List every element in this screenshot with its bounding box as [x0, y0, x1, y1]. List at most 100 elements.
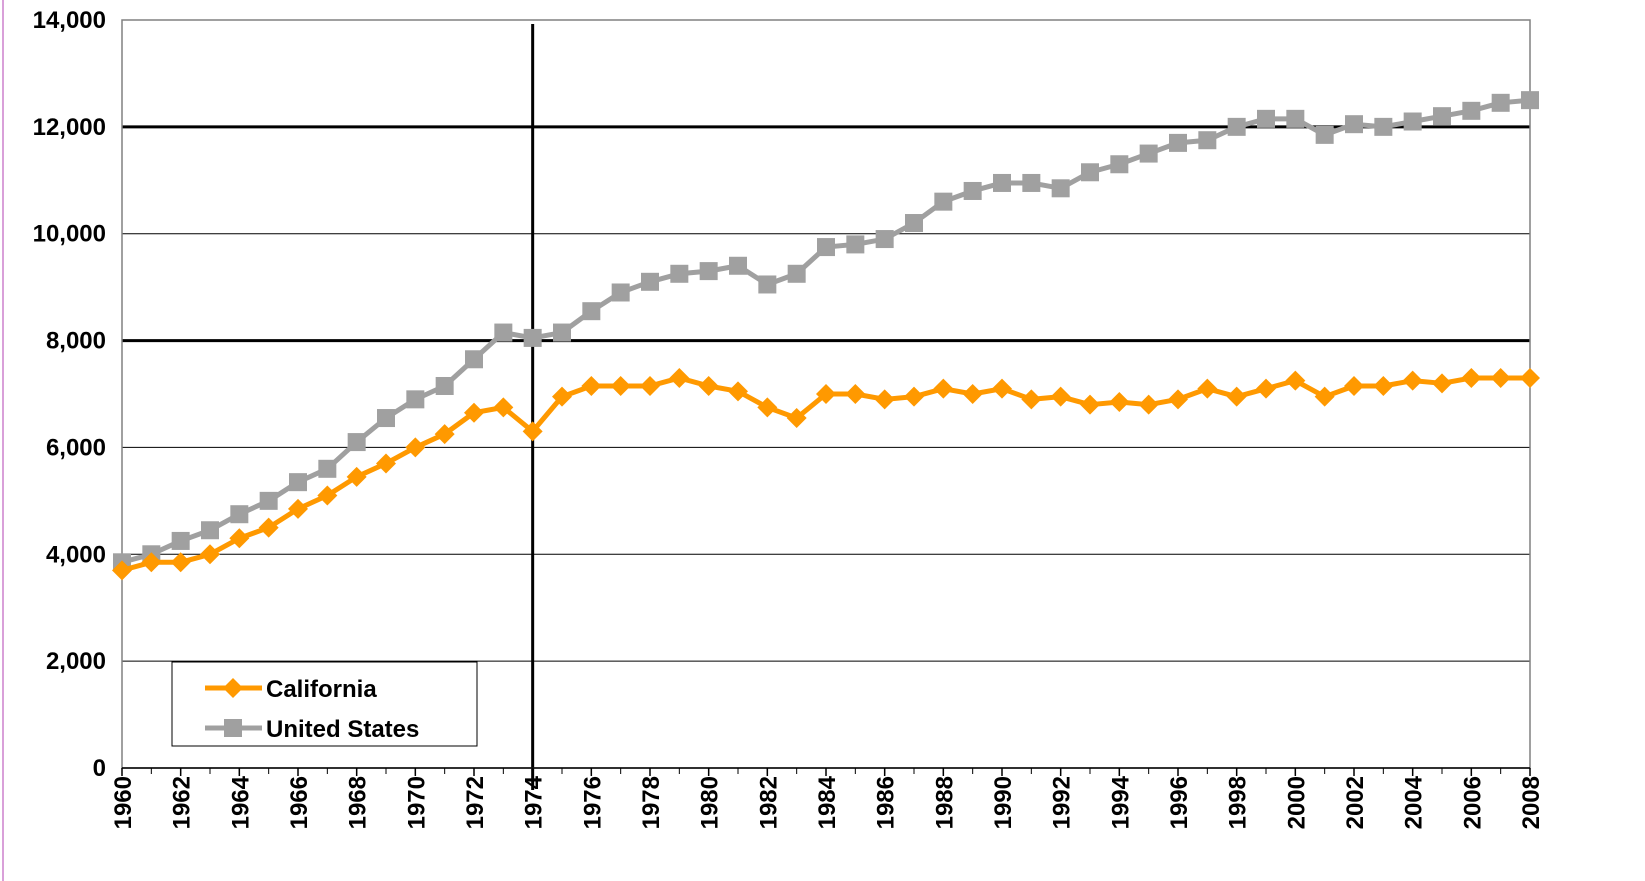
point	[259, 491, 278, 510]
point	[493, 397, 514, 418]
y-tick-label: 6,000	[46, 434, 106, 461]
point	[787, 264, 806, 283]
point	[786, 408, 807, 429]
point	[992, 378, 1012, 399]
point	[1374, 117, 1393, 136]
point	[1344, 375, 1364, 396]
point	[1433, 107, 1451, 126]
point	[1256, 378, 1276, 399]
point	[904, 386, 924, 407]
y-tick-label: 8,000	[46, 328, 106, 355]
point	[669, 367, 690, 388]
point	[1021, 389, 1042, 410]
point	[846, 235, 865, 254]
x-tick-label: 1978	[638, 776, 665, 829]
y-tick-label: 0	[93, 755, 106, 782]
point	[1461, 367, 1482, 388]
x-tick-label: 1964	[227, 775, 254, 829]
point	[874, 389, 895, 410]
x-tick-label: 1972	[462, 776, 489, 829]
point	[346, 466, 367, 487]
y-tick-label: 4,000	[46, 541, 106, 568]
point	[200, 544, 220, 565]
point	[1521, 91, 1539, 110]
point	[494, 323, 513, 342]
point	[845, 384, 866, 404]
x-tick-label: 1980	[697, 776, 724, 829]
point	[1109, 392, 1130, 413]
point	[582, 302, 601, 321]
point	[1491, 93, 1510, 112]
point	[640, 375, 660, 396]
point	[699, 262, 718, 281]
x-tick-label: 2004	[1401, 775, 1428, 829]
legend-label: California	[266, 676, 377, 703]
point	[610, 375, 631, 396]
legend-box	[171, 661, 478, 747]
y-tick-label: 12,000	[33, 114, 106, 141]
point	[1257, 109, 1275, 128]
point	[611, 283, 630, 302]
point	[1227, 117, 1246, 136]
point	[1432, 373, 1452, 394]
x-tick-label: 1966	[286, 776, 313, 829]
point	[523, 328, 542, 347]
point	[1139, 144, 1158, 163]
point	[1462, 101, 1481, 120]
point	[1198, 131, 1217, 150]
point	[258, 517, 279, 538]
point	[1050, 386, 1071, 407]
x-tick-label: 1970	[403, 776, 430, 829]
point	[405, 437, 426, 458]
point	[875, 230, 894, 249]
point	[905, 214, 923, 233]
point	[817, 238, 835, 257]
x-tick-label: 1974	[521, 775, 548, 829]
point	[1081, 163, 1099, 182]
point	[435, 376, 454, 395]
point	[757, 397, 778, 418]
x-tick-label: 2006	[1459, 776, 1486, 829]
x-tick-label: 1996	[1166, 776, 1193, 829]
x-tick-label: 1986	[873, 776, 900, 829]
point	[1169, 133, 1187, 152]
point	[934, 192, 953, 211]
point	[553, 323, 571, 342]
point	[698, 375, 719, 396]
point	[1403, 112, 1422, 131]
point	[141, 552, 162, 573]
point	[962, 384, 983, 404]
point	[1490, 367, 1511, 388]
point	[522, 421, 543, 442]
x-tick-label: 1962	[169, 776, 196, 829]
point	[641, 272, 659, 291]
x-tick-label: 1984	[814, 775, 841, 829]
x-tick-label: 2008	[1518, 776, 1545, 829]
point	[728, 381, 748, 402]
point	[729, 256, 747, 275]
point	[1080, 394, 1100, 415]
x-tick-label: 2002	[1342, 776, 1369, 829]
point	[1197, 378, 1218, 399]
x-tick-label: 1960	[110, 776, 137, 829]
point	[347, 433, 366, 452]
x-tick-label: 1992	[1049, 776, 1076, 829]
point	[1226, 386, 1247, 407]
point	[1285, 370, 1306, 391]
legend-marker	[223, 678, 243, 698]
legend-marker	[224, 719, 242, 737]
point	[317, 485, 338, 506]
point	[1286, 109, 1305, 128]
point	[434, 424, 455, 445]
point	[377, 409, 395, 428]
point	[1373, 375, 1394, 396]
legend-label: United States	[266, 716, 419, 743]
point	[201, 521, 219, 540]
point	[963, 181, 982, 200]
point	[1315, 125, 1334, 144]
point	[465, 350, 483, 369]
point	[464, 402, 484, 423]
point	[670, 264, 689, 283]
point	[1520, 367, 1540, 388]
